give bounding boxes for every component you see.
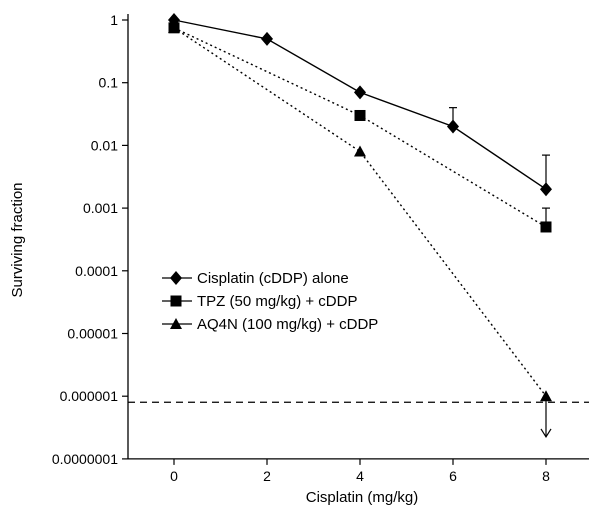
data-point [447, 119, 459, 134]
data-point [354, 85, 366, 100]
legend-label: TPZ (50 mg/kg) + cDDP [197, 293, 357, 310]
x-tick-label: 8 [542, 468, 550, 484]
data-point [261, 31, 273, 46]
series-square [168, 22, 552, 233]
legend-item: TPZ (50 mg/kg) + cDDP [162, 293, 357, 310]
legend-marker [170, 271, 182, 285]
data-point [168, 21, 180, 33]
y-tick-label: 0.000001 [60, 388, 119, 404]
series-line [173, 27, 547, 228]
y-tick-label: 1 [110, 12, 118, 28]
x-tick-label: 4 [356, 468, 364, 484]
y-tick-label: 0.01 [91, 137, 118, 153]
y-tick-label: 0.1 [99, 75, 119, 91]
data-point [354, 109, 366, 121]
series-line [173, 19, 547, 190]
legend: Cisplatin (cDDP) alone TPZ (50 mg/kg) + c… [162, 270, 378, 333]
x-axis-title: Cisplatin (mg/kg) [306, 489, 419, 506]
series-layer [168, 13, 552, 439]
below-limit-arrow-head [540, 428, 552, 439]
y-tick-label: 0.00001 [67, 326, 118, 342]
legend-item: AQ4N (100 mg/kg) + cDDP [162, 316, 378, 333]
x-tick-label: 6 [449, 468, 457, 484]
series-line [173, 27, 547, 397]
data-point [540, 221, 552, 233]
legend-marker [170, 318, 182, 329]
data-point [540, 390, 552, 402]
x-tick-label: 2 [263, 468, 271, 484]
y-tick-label: 0.0001 [75, 263, 118, 279]
data-point [540, 182, 552, 197]
series-diamond [168, 13, 552, 197]
legend-label: Cisplatin (cDDP) alone [197, 270, 349, 287]
y-axis-title: Surviving fraction [9, 182, 26, 297]
legend-label: AQ4N (100 mg/kg) + cDDP [197, 316, 378, 333]
series-triangle [168, 21, 552, 439]
axes: 1 0.1 0.01 0.001 0.0001 0.00001 0.000001 0.0000… [52, 12, 589, 484]
x-tick-label: 0 [170, 468, 178, 484]
data-point [354, 145, 366, 157]
legend-marker [170, 295, 182, 307]
y-tick-label: 0.001 [83, 200, 118, 216]
y-tick-label: 0.0000001 [52, 451, 118, 467]
legend-item: Cisplatin (cDDP) alone [162, 270, 349, 287]
